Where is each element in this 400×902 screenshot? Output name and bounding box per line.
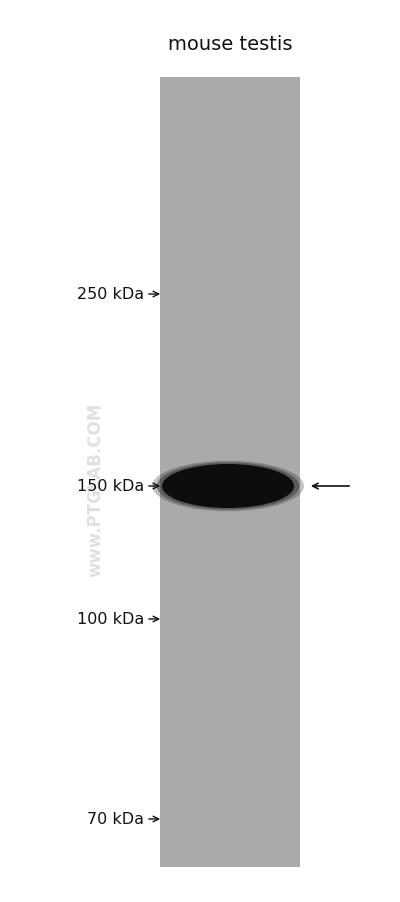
Text: 70 kDa: 70 kDa	[87, 812, 144, 826]
Ellipse shape	[157, 463, 299, 511]
Text: 250 kDa: 250 kDa	[77, 287, 144, 302]
Text: www.PTGLAB.COM: www.PTGLAB.COM	[86, 402, 104, 576]
Ellipse shape	[162, 465, 294, 509]
Text: 100 kDa: 100 kDa	[77, 612, 144, 627]
Ellipse shape	[152, 461, 304, 511]
Bar	[160, 78, 300, 867]
Text: mouse testis: mouse testis	[168, 35, 292, 54]
Text: 150 kDa: 150 kDa	[77, 479, 144, 494]
